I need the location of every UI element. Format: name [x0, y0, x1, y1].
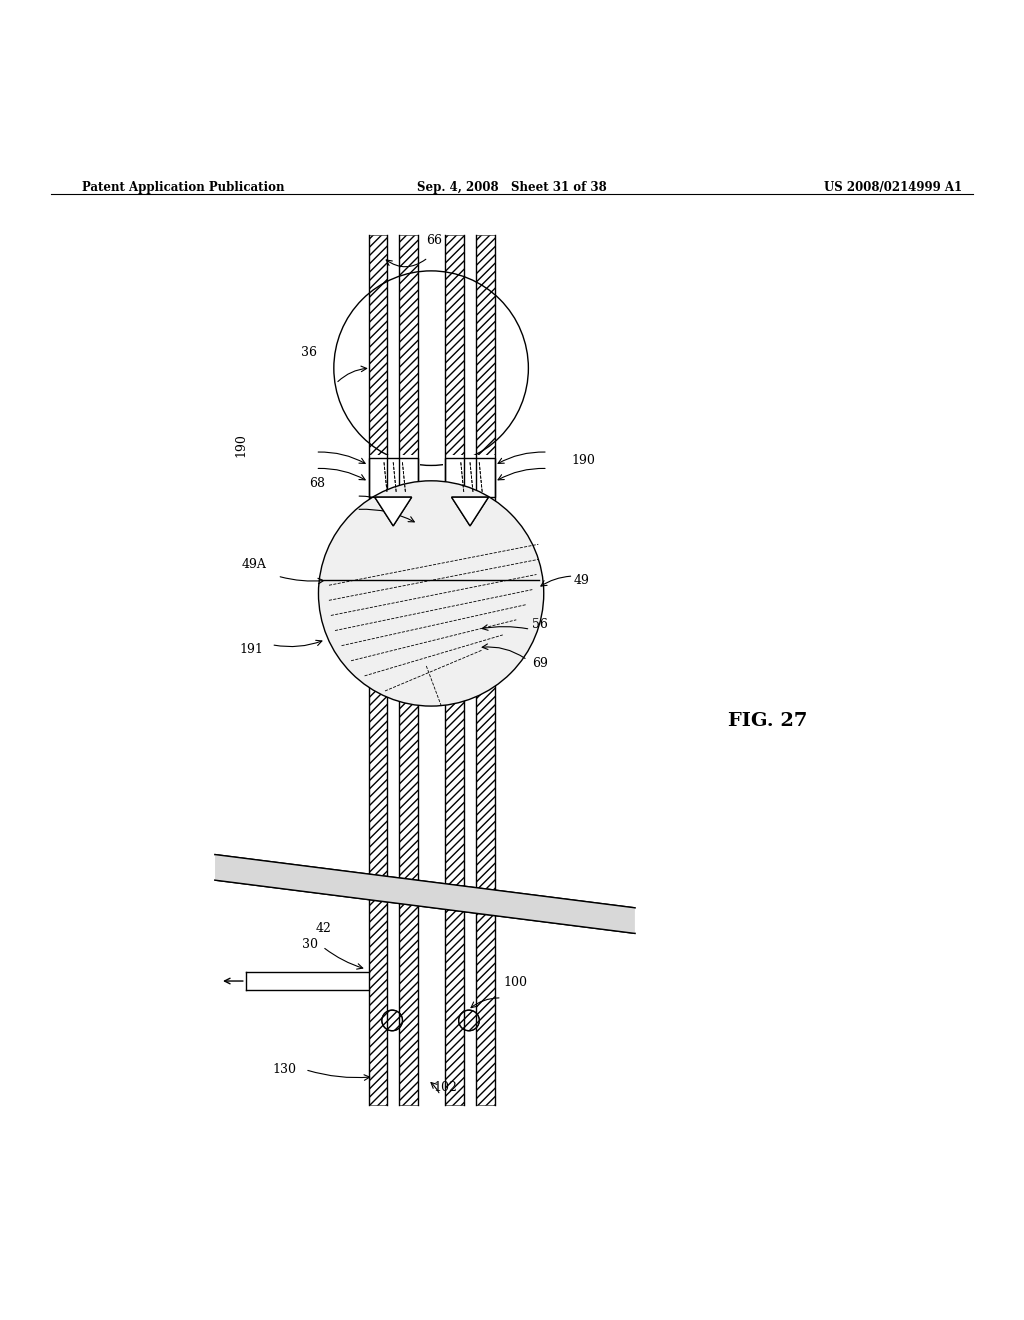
Polygon shape [399, 235, 418, 1105]
Bar [386, 639, 396, 653]
Text: US 2008/0214999 A1: US 2008/0214999 A1 [824, 181, 963, 194]
Text: 69: 69 [531, 656, 548, 669]
Text: Sep. 4, 2008   Sheet 31 of 38: Sep. 4, 2008 Sheet 31 of 38 [417, 181, 607, 194]
Text: 49: 49 [573, 574, 590, 586]
Text: 68: 68 [309, 478, 326, 490]
Polygon shape [452, 498, 488, 525]
Bar [464, 235, 476, 1105]
Text: 49A: 49A [242, 558, 266, 572]
Circle shape [318, 480, 544, 706]
Text: 191: 191 [239, 643, 263, 656]
Bar [465, 599, 475, 614]
Bar [369, 458, 418, 498]
Polygon shape [445, 235, 464, 1105]
Text: 190: 190 [234, 433, 247, 457]
Text: 130: 130 [272, 1063, 297, 1076]
Circle shape [382, 1010, 402, 1031]
Bar [465, 639, 475, 653]
Bar [387, 235, 399, 1105]
Circle shape [459, 1010, 479, 1031]
Bar [386, 581, 396, 595]
Bar [445, 458, 495, 498]
Polygon shape [476, 235, 495, 1105]
Text: 100: 100 [503, 975, 527, 989]
Polygon shape [375, 498, 412, 525]
Polygon shape [369, 235, 387, 1105]
Text: 56: 56 [531, 618, 548, 631]
Text: Patent Application Publication: Patent Application Publication [82, 181, 285, 194]
Text: 102: 102 [433, 1081, 458, 1093]
Circle shape [459, 1010, 479, 1031]
Bar [369, 458, 418, 498]
Bar [465, 619, 475, 634]
Bar [386, 619, 396, 634]
Polygon shape [375, 498, 412, 525]
Bar [386, 599, 396, 614]
Bar [418, 235, 445, 1105]
Circle shape [382, 1010, 402, 1031]
Text: 42: 42 [315, 921, 332, 935]
Bar [445, 458, 495, 498]
Text: 66: 66 [426, 234, 442, 247]
Text: 36: 36 [301, 346, 317, 359]
Polygon shape [215, 854, 635, 933]
Text: 30: 30 [302, 939, 318, 952]
Bar [465, 581, 475, 595]
Polygon shape [452, 498, 488, 525]
Bar [443, 455, 497, 529]
Bar [367, 455, 420, 529]
Text: FIG. 27: FIG. 27 [728, 713, 808, 730]
Text: 190: 190 [571, 454, 596, 467]
